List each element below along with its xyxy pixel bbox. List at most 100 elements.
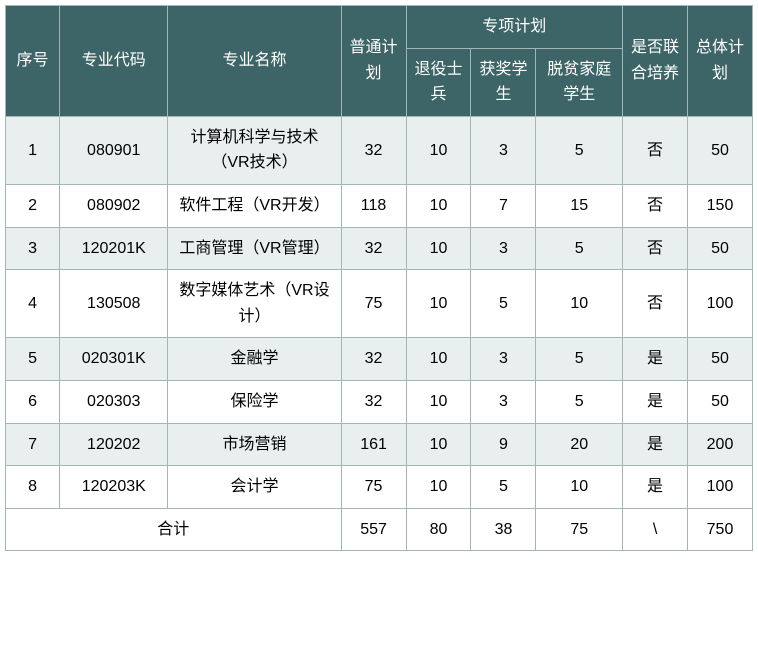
table-row: 3120201K工商管理（VR管理）321035否50 [6, 227, 753, 270]
total-sp2: 38 [471, 508, 536, 551]
cell-code: 120202 [60, 423, 168, 466]
table-row: 5020301K金融学321035是50 [6, 338, 753, 381]
cell-seq: 6 [6, 380, 60, 423]
cell-sp1: 10 [406, 227, 471, 270]
table-row: 7120202市场营销16110920是200 [6, 423, 753, 466]
cell-name: 数字媒体艺术（VR设计） [168, 270, 341, 338]
total-sp1: 80 [406, 508, 471, 551]
table-row: 1080901计算机科学与技术（VR技术）321035否50 [6, 116, 753, 184]
cell-sp3: 5 [536, 380, 623, 423]
cell-sp1: 10 [406, 184, 471, 227]
cell-sp1: 10 [406, 116, 471, 184]
cell-seq: 4 [6, 270, 60, 338]
cell-name: 市场营销 [168, 423, 341, 466]
cell-sp1: 10 [406, 423, 471, 466]
cell-code: 020301K [60, 338, 168, 381]
cell-seq: 8 [6, 466, 60, 509]
header-total: 总体计划 [688, 6, 753, 117]
cell-sp3: 10 [536, 270, 623, 338]
cell-joint: 否 [623, 270, 688, 338]
cell-total: 100 [688, 466, 753, 509]
cell-sp1: 10 [406, 466, 471, 509]
cell-name: 工商管理（VR管理） [168, 227, 341, 270]
cell-plan: 32 [341, 380, 406, 423]
cell-code: 020303 [60, 380, 168, 423]
cell-sp3: 15 [536, 184, 623, 227]
cell-seq: 1 [6, 116, 60, 184]
cell-code: 080902 [60, 184, 168, 227]
table-total-row: 合计557803875\750 [6, 508, 753, 551]
cell-total: 200 [688, 423, 753, 466]
cell-joint: 是 [623, 423, 688, 466]
table-row: 6020303保险学321035是50 [6, 380, 753, 423]
cell-name: 会计学 [168, 466, 341, 509]
cell-name: 软件工程（VR开发） [168, 184, 341, 227]
cell-total: 150 [688, 184, 753, 227]
cell-total: 50 [688, 338, 753, 381]
cell-seq: 3 [6, 227, 60, 270]
cell-joint: 是 [623, 338, 688, 381]
cell-sp2: 5 [471, 466, 536, 509]
cell-joint: 否 [623, 227, 688, 270]
cell-total: 50 [688, 116, 753, 184]
header-sp1: 退役士兵 [406, 48, 471, 116]
header-special-group: 专项计划 [406, 6, 623, 49]
header-plan: 普通计划 [341, 6, 406, 117]
cell-seq: 5 [6, 338, 60, 381]
header-seq: 序号 [6, 6, 60, 117]
cell-sp3: 10 [536, 466, 623, 509]
header-sp2: 获奖学生 [471, 48, 536, 116]
cell-plan: 75 [341, 466, 406, 509]
cell-total: 100 [688, 270, 753, 338]
cell-sp3: 5 [536, 227, 623, 270]
cell-joint: 否 [623, 116, 688, 184]
header-joint: 是否联合培养 [623, 6, 688, 117]
cell-joint: 是 [623, 466, 688, 509]
table-row: 2080902软件工程（VR开发）11810715否150 [6, 184, 753, 227]
total-sp3: 75 [536, 508, 623, 551]
cell-name: 计算机科学与技术（VR技术） [168, 116, 341, 184]
table-row: 8120203K会计学7510510是100 [6, 466, 753, 509]
cell-seq: 7 [6, 423, 60, 466]
cell-joint: 是 [623, 380, 688, 423]
cell-code: 080901 [60, 116, 168, 184]
cell-sp2: 3 [471, 380, 536, 423]
cell-sp2: 9 [471, 423, 536, 466]
header-name: 专业名称 [168, 6, 341, 117]
cell-plan: 75 [341, 270, 406, 338]
cell-plan: 32 [341, 116, 406, 184]
total-joint: \ [623, 508, 688, 551]
cell-plan: 118 [341, 184, 406, 227]
admission-plan-table: 序号 专业代码 专业名称 普通计划 专项计划 是否联合培养 总体计划 退役士兵 … [5, 5, 753, 551]
cell-sp2: 3 [471, 338, 536, 381]
cell-seq: 2 [6, 184, 60, 227]
table-header: 序号 专业代码 专业名称 普通计划 专项计划 是否联合培养 总体计划 退役士兵 … [6, 6, 753, 117]
cell-code: 130508 [60, 270, 168, 338]
header-sp3: 脱贫家庭学生 [536, 48, 623, 116]
table-row: 4130508数字媒体艺术（VR设计）7510510否100 [6, 270, 753, 338]
cell-plan: 32 [341, 227, 406, 270]
total-label: 合计 [6, 508, 342, 551]
cell-code: 120201K [60, 227, 168, 270]
cell-name: 金融学 [168, 338, 341, 381]
cell-joint: 否 [623, 184, 688, 227]
cell-sp3: 5 [536, 116, 623, 184]
table-body: 1080901计算机科学与技术（VR技术）321035否502080902软件工… [6, 116, 753, 551]
cell-sp1: 10 [406, 380, 471, 423]
cell-sp3: 20 [536, 423, 623, 466]
cell-sp2: 3 [471, 116, 536, 184]
cell-plan: 32 [341, 338, 406, 381]
cell-sp2: 7 [471, 184, 536, 227]
cell-total: 50 [688, 227, 753, 270]
total-total: 750 [688, 508, 753, 551]
cell-sp1: 10 [406, 338, 471, 381]
total-plan: 557 [341, 508, 406, 551]
cell-sp1: 10 [406, 270, 471, 338]
cell-sp2: 3 [471, 227, 536, 270]
header-code: 专业代码 [60, 6, 168, 117]
cell-code: 120203K [60, 466, 168, 509]
cell-sp3: 5 [536, 338, 623, 381]
cell-total: 50 [688, 380, 753, 423]
cell-plan: 161 [341, 423, 406, 466]
cell-name: 保险学 [168, 380, 341, 423]
